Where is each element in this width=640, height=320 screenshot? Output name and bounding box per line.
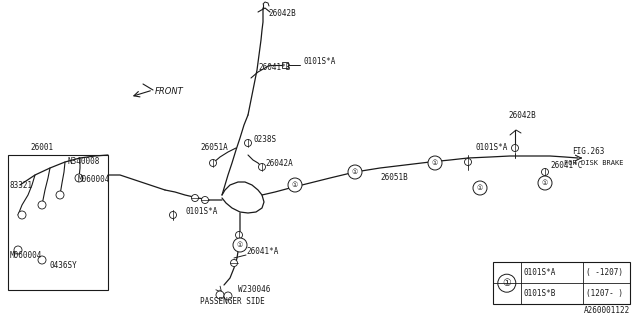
Circle shape [209, 159, 216, 166]
Text: 26051A: 26051A [200, 143, 228, 153]
Text: FRONT: FRONT [155, 87, 184, 97]
Text: ①: ① [352, 169, 358, 175]
Text: W230046: W230046 [238, 284, 270, 293]
Text: 0101S*A: 0101S*A [304, 57, 337, 66]
Circle shape [224, 292, 232, 300]
Circle shape [288, 178, 302, 192]
Text: ①: ① [477, 185, 483, 191]
Text: M060004: M060004 [78, 175, 110, 185]
Circle shape [202, 196, 209, 204]
Bar [8, 155, 108, 290]
Text: 0238S: 0238S [254, 135, 277, 145]
Text: 26001: 26001 [30, 143, 53, 153]
Circle shape [191, 195, 198, 202]
Circle shape [511, 145, 518, 151]
Circle shape [244, 140, 252, 147]
Circle shape [498, 274, 516, 292]
Text: ①: ① [237, 242, 243, 248]
Text: A260001122: A260001122 [584, 306, 630, 315]
Circle shape [38, 256, 46, 264]
Text: (1207- ): (1207- ) [586, 289, 623, 298]
Circle shape [56, 191, 64, 199]
Text: N340008: N340008 [68, 157, 100, 166]
Text: 26042B: 26042B [508, 111, 536, 121]
Text: ①: ① [432, 160, 438, 166]
Text: M060004: M060004 [10, 251, 42, 260]
Circle shape [236, 231, 243, 238]
Text: ( -1207): ( -1207) [586, 268, 623, 277]
Circle shape [38, 201, 46, 209]
Text: 26042B: 26042B [268, 10, 296, 19]
Circle shape [541, 169, 548, 175]
Circle shape [230, 260, 237, 267]
Text: 0436SY: 0436SY [50, 260, 77, 269]
Circle shape [75, 174, 83, 182]
Text: FIG.263: FIG.263 [572, 148, 604, 156]
Text: 0101S*A: 0101S*A [524, 268, 556, 277]
Text: 26042A: 26042A [265, 158, 292, 167]
Circle shape [259, 164, 266, 171]
Circle shape [465, 158, 472, 165]
Text: 26041*C: 26041*C [550, 161, 582, 170]
Bar [282, 62, 288, 68]
Text: ①: ① [502, 278, 511, 288]
Text: PASSENGER SIDE: PASSENGER SIDE [200, 298, 265, 307]
Text: 26051B: 26051B [380, 173, 408, 182]
Circle shape [538, 176, 552, 190]
Text: 83321: 83321 [10, 180, 33, 189]
Text: ①: ① [542, 180, 548, 186]
Circle shape [18, 211, 26, 219]
Text: ①: ① [292, 182, 298, 188]
Text: FOR DISK BRAKE: FOR DISK BRAKE [564, 160, 623, 166]
Circle shape [233, 238, 247, 252]
Bar [493, 262, 630, 304]
Circle shape [348, 165, 362, 179]
Text: 26041*B: 26041*B [258, 63, 291, 73]
Circle shape [216, 291, 224, 299]
Circle shape [170, 212, 177, 219]
Text: 0101S*B: 0101S*B [524, 289, 556, 298]
Circle shape [428, 156, 442, 170]
Circle shape [14, 246, 22, 254]
Circle shape [473, 181, 487, 195]
Text: 26041*A: 26041*A [246, 247, 278, 257]
Text: 0101S*A: 0101S*A [475, 143, 508, 153]
Text: 0101S*A: 0101S*A [185, 207, 218, 217]
